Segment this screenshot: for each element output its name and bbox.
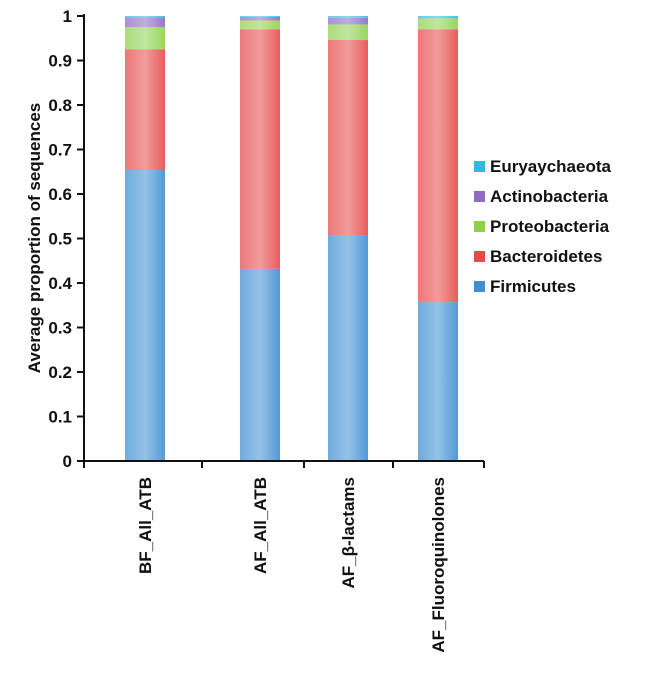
y-tick-label: 0.6 [48, 185, 72, 204]
x-category-label: AF_β-lactams [339, 477, 358, 588]
legend-label-euryaychaeota: Euryaychaeota [490, 157, 611, 176]
y-tick-label: 0.1 [48, 408, 72, 427]
legend-label-firmicutes: Firmicutes [490, 277, 576, 296]
bar-highlight-actinobacteria-2 [240, 16, 280, 21]
bar-highlight-proteobacteria-3 [328, 24, 368, 41]
legend-label-proteobacteria: Proteobacteria [490, 217, 610, 236]
axes-group: 0 0.1 0.2 0.3 0.4 0.5 0.6 0.7 0.8 0.9 1 BF_All_ATB A… [48, 7, 485, 653]
y-tick-label: 0.5 [48, 230, 72, 249]
bar-highlight-firmicutes-3 [328, 235, 368, 461]
bar-highlight-firmicutes-1 [125, 169, 165, 461]
bar-highlight-actinobacteria-1 [125, 17, 165, 28]
legend-swatch-bacteroidetes [474, 251, 485, 262]
bar-highlight-euryaychaeota-2 [240, 16, 280, 17]
bar-highlight-euryaychaeota-4 [418, 16, 458, 19]
bar-highlight-proteobacteria-2 [240, 20, 280, 30]
y-tick-label: 0.9 [48, 52, 72, 71]
bar-highlight-euryaychaeota-3 [328, 16, 368, 18]
x-category-label: AF_Fluoroquinolones [429, 477, 448, 653]
legend-swatch-euryaychaeota [474, 161, 485, 172]
y-tick-label: 0.7 [48, 141, 72, 160]
bar-highlight-bacteroidetes-3 [328, 40, 368, 236]
y-tick-label: 0.4 [48, 274, 72, 293]
y-tick-label: 0.3 [48, 319, 72, 338]
y-tick-label: 0.2 [48, 363, 72, 382]
y-tick-label: 0.8 [48, 96, 72, 115]
bar-highlight-bacteroidetes-2 [240, 29, 280, 269]
bar-highlight-proteobacteria-4 [418, 18, 458, 30]
bar-highlight-euryaychaeota-1 [125, 16, 165, 18]
legend-label-actinobacteria: Actinobacteria [490, 187, 609, 206]
bar-highlight-firmicutes-4 [418, 302, 458, 461]
bar-highlight-actinobacteria-3 [328, 17, 368, 25]
legend-label-bacteroidetes: Bacteroidetes [490, 247, 602, 266]
y-axis-title: Average proportion of sequences [25, 103, 44, 373]
legend: Euryaychaeota Actinobacteria Proteobacteri… [474, 157, 611, 296]
x-category-label: BF_All_ATB [136, 477, 155, 574]
legend-swatch-actinobacteria [474, 191, 485, 202]
legend-swatch-proteobacteria [474, 221, 485, 232]
bar-highlight-firmicutes-2 [240, 268, 280, 461]
y-tick-label: 0 [63, 452, 72, 471]
bar-highlight-bacteroidetes-1 [125, 49, 165, 170]
bar-highlight-proteobacteria-1 [125, 27, 165, 50]
y-tick-label: 1 [63, 7, 72, 26]
x-category-label: AF_All_ATB [251, 477, 270, 574]
bars-group [125, 16, 458, 461]
legend-swatch-firmicutes [474, 281, 485, 292]
bar-highlight-bacteroidetes-4 [418, 29, 458, 303]
